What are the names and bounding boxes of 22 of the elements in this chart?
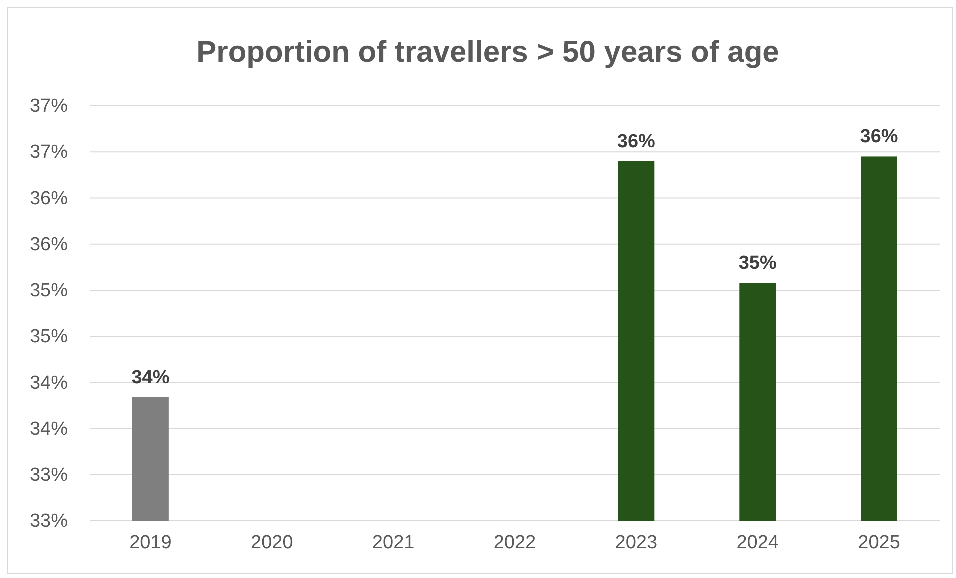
data-label: 35% bbox=[738, 253, 777, 274]
y-tick-label: 33% bbox=[30, 464, 68, 486]
y-tick-label: 35% bbox=[30, 326, 68, 348]
x-tick-label: 2021 bbox=[372, 532, 415, 554]
data-label: 34% bbox=[132, 367, 170, 388]
y-tick-label: 35% bbox=[30, 280, 68, 302]
x-tick-label: 2020 bbox=[251, 532, 294, 554]
x-tick-label: 2019 bbox=[130, 532, 172, 554]
chart-title: Proportion of travellers > 50 years of age bbox=[196, 36, 780, 69]
x-tick-label: 2022 bbox=[494, 532, 536, 554]
y-tick-label: 37% bbox=[30, 142, 68, 164]
y-tick-label: 34% bbox=[30, 418, 68, 440]
data-label: 36% bbox=[860, 126, 898, 148]
x-tick-label: 2023 bbox=[615, 532, 658, 554]
y-tick-label: 36% bbox=[30, 188, 68, 210]
y-tick-label: 34% bbox=[30, 372, 68, 394]
y-tick-label: 37% bbox=[30, 96, 68, 118]
y-tick-label: 36% bbox=[30, 234, 68, 256]
x-tick-label: 2024 bbox=[736, 532, 780, 554]
y-tick-label: 33% bbox=[30, 511, 68, 532]
x-tick-label: 2025 bbox=[858, 532, 900, 554]
data-label: 36% bbox=[617, 131, 656, 152]
